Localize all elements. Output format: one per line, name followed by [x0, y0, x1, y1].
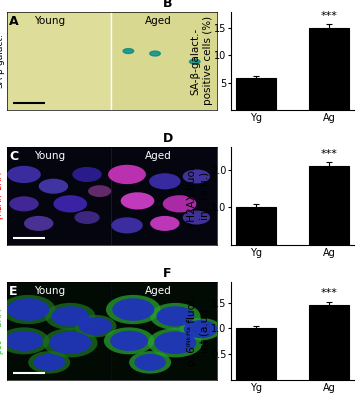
- Ellipse shape: [154, 332, 197, 354]
- Text: B: B: [163, 0, 172, 10]
- Ellipse shape: [24, 216, 53, 231]
- Ellipse shape: [163, 195, 197, 212]
- Ellipse shape: [0, 327, 49, 354]
- Ellipse shape: [74, 211, 100, 224]
- Bar: [7, 282, 110, 380]
- Ellipse shape: [184, 320, 217, 338]
- Text: ***: ***: [320, 10, 337, 20]
- Bar: [7, 12, 110, 110]
- Text: Aged: Aged: [145, 16, 172, 26]
- Text: Young: Young: [34, 16, 65, 26]
- Circle shape: [150, 51, 160, 56]
- Ellipse shape: [5, 331, 43, 351]
- Ellipse shape: [9, 196, 39, 211]
- Circle shape: [189, 59, 200, 64]
- Ellipse shape: [7, 166, 41, 183]
- Ellipse shape: [183, 210, 210, 224]
- Ellipse shape: [79, 317, 112, 335]
- Text: ***: ***: [320, 149, 337, 159]
- Text: Aged: Aged: [145, 151, 172, 161]
- Y-axis label: p16ᴵᴺᵏ  DAPI: p16ᴵᴺᵏ DAPI: [0, 308, 4, 354]
- Ellipse shape: [49, 332, 91, 354]
- Ellipse shape: [74, 315, 116, 338]
- Ellipse shape: [43, 328, 98, 358]
- Ellipse shape: [121, 192, 154, 210]
- Ellipse shape: [51, 306, 89, 326]
- Ellipse shape: [150, 216, 180, 231]
- Bar: [7, 147, 110, 245]
- Text: C: C: [9, 150, 18, 163]
- Ellipse shape: [112, 298, 154, 321]
- Text: Young: Young: [34, 151, 65, 161]
- Bar: [236, 328, 276, 380]
- Ellipse shape: [88, 185, 111, 197]
- Ellipse shape: [72, 167, 102, 182]
- Ellipse shape: [110, 331, 148, 351]
- Bar: [309, 166, 349, 245]
- Circle shape: [123, 49, 134, 54]
- Ellipse shape: [149, 173, 180, 189]
- Bar: [236, 207, 276, 245]
- Ellipse shape: [150, 303, 200, 330]
- Text: E: E: [9, 285, 18, 298]
- Text: ***: ***: [320, 288, 337, 298]
- Bar: [112, 282, 217, 380]
- Y-axis label: SA-β-galact.: SA-β-galact.: [0, 34, 4, 88]
- Bar: [309, 28, 349, 110]
- Text: F: F: [163, 267, 171, 280]
- Ellipse shape: [183, 170, 210, 184]
- Ellipse shape: [53, 195, 87, 212]
- Bar: [236, 78, 276, 110]
- Ellipse shape: [111, 217, 143, 234]
- Text: A: A: [9, 15, 19, 28]
- Ellipse shape: [106, 295, 161, 324]
- Bar: [112, 147, 217, 245]
- Ellipse shape: [33, 354, 65, 371]
- Y-axis label: p16ᴵᴺᵏᴴᵃ fluor.
int (a.u.): p16ᴵᴺᵏᴴᵃ fluor. int (a.u.): [188, 296, 210, 366]
- Ellipse shape: [180, 318, 222, 340]
- Ellipse shape: [28, 351, 70, 374]
- Ellipse shape: [104, 327, 154, 354]
- Ellipse shape: [108, 165, 146, 184]
- Ellipse shape: [7, 298, 49, 321]
- Ellipse shape: [148, 328, 203, 358]
- Bar: [112, 12, 217, 110]
- Text: Aged: Aged: [145, 286, 172, 296]
- Text: Young: Young: [34, 286, 65, 296]
- Ellipse shape: [39, 179, 68, 194]
- Text: D: D: [163, 132, 173, 145]
- Ellipse shape: [134, 354, 166, 371]
- Y-axis label: SA-β-galact.-
positive cells (%): SA-β-galact.- positive cells (%): [190, 16, 213, 106]
- Y-axis label: γH2AX  DAPI: γH2AX DAPI: [0, 172, 4, 220]
- Ellipse shape: [45, 303, 96, 330]
- Ellipse shape: [129, 351, 171, 374]
- Ellipse shape: [1, 295, 55, 324]
- Y-axis label: γH2AX fluor.
int. (a.u.): γH2AX fluor. int. (a.u.): [188, 164, 210, 228]
- Bar: [309, 305, 349, 380]
- Ellipse shape: [156, 306, 194, 326]
